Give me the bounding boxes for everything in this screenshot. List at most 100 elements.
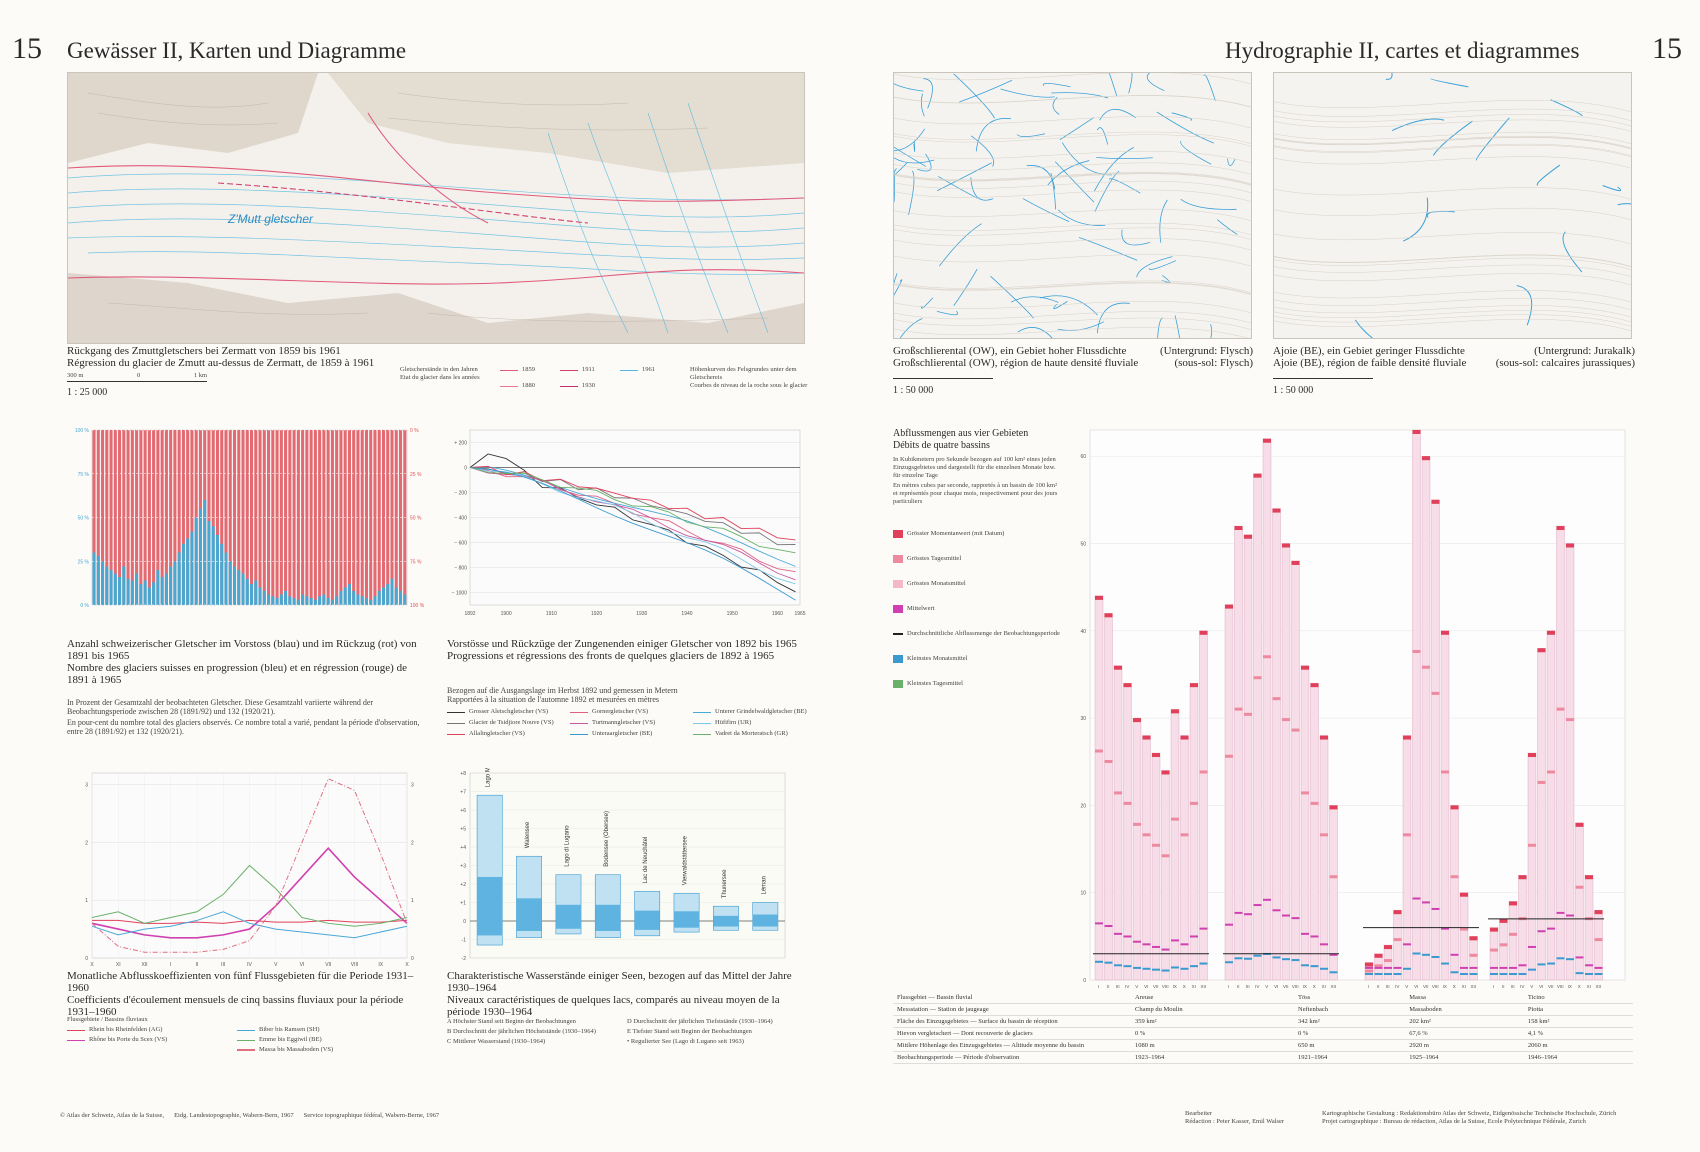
zmutt-contour-legend: Höhenkurven des Felsgrundes unter dem Gl… [690,366,810,390]
runoff-max-mark [1469,936,1478,941]
x-tick-label: IX [1568,984,1572,989]
advance-bar [347,584,351,605]
y-tick-label-right: 0 % [410,428,419,434]
runoff-min-mark [1253,954,1262,957]
advance-bar [339,591,343,605]
runoff-max-mark [1431,499,1440,504]
contour-line [1274,264,1631,277]
regression-bar [381,430,386,605]
contour-line [1274,232,1631,245]
y-tick-label: − 200 [454,491,467,497]
legend-year: 1961 [642,366,655,373]
runoff-mean-mark [1384,966,1392,969]
runoff-mean-mark [1301,932,1309,935]
runoff-min-mark [1547,962,1555,965]
legend-item: Allalingletscher (VS) [447,730,570,738]
footer-copyright: © Atlas der Schweiz, Atlas de la Suisse, [60,1112,165,1119]
advance-bar [352,591,356,605]
runoff-mean-mark [1253,904,1262,907]
runoff-min-mark [1384,973,1392,976]
advance-bar [96,556,100,605]
advance-bar [296,599,300,605]
footer-publisher-fr: Service topographique fédéral, Wabern-Be… [303,1112,440,1119]
contour-line [1274,131,1631,144]
x-tick-label: XI [1462,984,1466,989]
x-tick-label: V [1265,984,1268,989]
contour-line [894,180,1251,193]
river-line [953,268,978,307]
river-line [1180,199,1237,210]
runoff-min-mark [1450,971,1459,974]
runoff-min-mark [1190,965,1198,968]
runoff-max-mark [1310,683,1319,688]
runoff-range-bar [1199,630,1208,981]
x-tick-label: II [1237,984,1240,989]
glacier-front-line [469,467,796,585]
advance-bar [130,580,134,605]
x-tick-label: IV [1255,984,1259,989]
y-tick-label: +7 [460,790,466,796]
river-line [1059,117,1094,140]
contour-line [1274,314,1631,327]
legend-item: Rhône bis Porte du Scex (VS) [67,1036,237,1044]
river-line [1403,197,1429,242]
runoff-min-mark [1566,958,1574,961]
legend-item: Kleinstes Tagesmittel [893,680,1073,688]
x-tick-label: X [1313,984,1316,989]
x-tick-label: VI [1144,984,1148,989]
runoff-min-mark [1393,973,1402,976]
runoff-max-mark [1518,875,1527,880]
river-line [1096,127,1109,145]
river-line [953,73,996,119]
runoff-mean-mark [1441,927,1449,930]
contour-line [894,327,1249,338]
table-row: Messstation — Station de jaugeage Champ d… [893,1003,1633,1016]
x-tick-label: XII [1330,984,1336,989]
regression-bar [164,430,168,605]
contour-line [894,95,1251,108]
y-tick-label: +6 [460,808,466,814]
advance-bar [109,570,113,605]
table-cell: 342 km² [1294,1015,1406,1028]
runoff-max-mark [1441,630,1449,635]
legend-item: Gornergletscher (VS) [570,708,693,716]
advance-bar [398,591,403,605]
legend-label: Massa bis Massaboden (VS) [259,1046,334,1053]
x-tick-label: X [1578,984,1581,989]
scale-bar-line [1273,378,1373,379]
x-tick-label: V [1405,984,1408,989]
runoff-title-de: Abflussmengen aus vier Gebieten [893,428,1029,439]
table-cell: Piotta [1523,1003,1633,1016]
advance-bar [126,578,130,605]
river-line [899,318,923,338]
runoff-min-mark [1171,966,1179,969]
river-line [1011,296,1059,303]
runoff-min-mark [1499,973,1508,976]
legend-label: Kleinstes Monatsmittel [907,655,968,662]
table-row: Mittlere Höhenlage des Einzugsgebietes —… [893,1039,1633,1052]
river-line [1016,133,1046,138]
river-line [1054,161,1095,203]
runoff-max-mark [1566,543,1574,548]
runoff-max-mark [1104,613,1113,618]
ajoie-map [1273,72,1632,339]
regression-bar [305,430,309,605]
runoff-range-bar [1272,508,1281,981]
table-cell: 0 % [1131,1027,1295,1040]
table-cell: 0 % [1294,1027,1406,1040]
river-line [1385,73,1393,80]
advance-bar [301,594,305,605]
river-line [894,157,935,164]
advance-bar [198,508,202,605]
lake-label: Vierwaldstättersee [683,835,689,885]
legend-item: Grösstes Monatsmittel [893,580,1073,588]
x-tick-label: X [90,962,94,968]
x-tick-label: IV [1125,984,1129,989]
contour-line [894,238,1251,251]
runoff-max-mark [1282,543,1290,548]
runoff-mean-mark [1575,956,1584,959]
monthly-coefficient-chart: 0 01 12 23 3X XI XII I II III IV V VI VII VIII IX X [85,772,414,968]
regression-bar [160,430,164,605]
runoff-daymax-mark [1095,749,1103,753]
map-background [894,73,1251,338]
